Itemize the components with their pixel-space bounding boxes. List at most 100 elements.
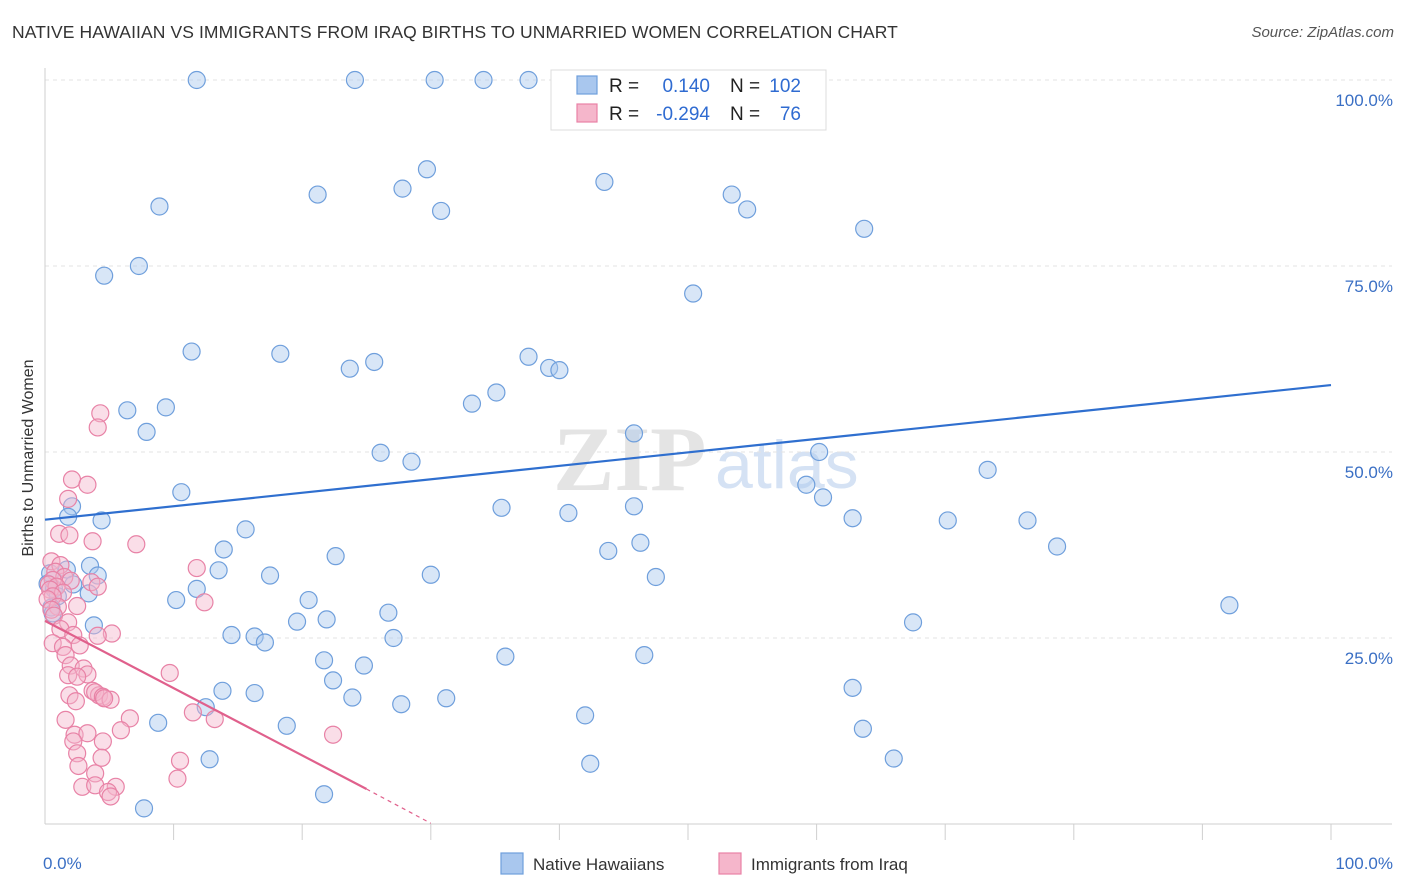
bottom-legend-label-native-hawaiians: Native Hawaiians [533,855,664,874]
native-hawaiian-point-76 [287,612,307,631]
iraq-immigrant-point-26 [68,596,87,616]
iraq-immigrant-point-22 [43,587,62,606]
native-hawaiian-point-14 [595,172,614,192]
native-hawaiian-point-51 [1018,511,1037,530]
native-hawaiian-point-22 [182,342,201,361]
native-hawaiian-point-21 [684,284,703,303]
iraq-immigrant-point-60 [93,732,112,751]
iraq-immigrant-point-67 [168,769,187,788]
native-hawaiian-point-89 [323,671,343,690]
iraq-immigrant-point-57 [78,724,97,743]
iraq-immigrant-point-23 [38,590,57,609]
native-hawaiian-point-33 [487,383,506,402]
iraq-immigrant-point-61 [323,725,343,744]
iraq-immigrant-point-33 [88,626,107,645]
native-hawaiian-point-93 [392,695,411,714]
iraq-immigrant-point-51 [95,689,114,708]
native-hawaiian-point-2 [425,70,444,90]
native-hawaiian-point-31 [137,422,156,442]
chart-source: Source: ZipAtlas.com [1251,24,1394,41]
iraq-immigrant-point-65 [69,756,88,776]
native-hawaiian-point-30 [118,401,137,420]
bottom-legend-swatch-blue [500,852,524,875]
iraq-immigrant-point-55 [56,710,75,729]
native-hawaiian-point-60 [260,566,280,585]
native-hawaiian-point-78 [379,603,398,622]
native-hawaiian-point-32 [462,394,482,413]
gridlines [45,79,1392,639]
native-hawaiian-point-82 [255,633,275,652]
y-tick-label-100: 100.0% [1335,91,1393,110]
native-hawaiian-point-83 [314,651,334,670]
native-hawaiian-point-55 [326,547,345,566]
native-hawaiian-point-67 [299,590,318,610]
iraq-immigrant-point-32 [102,624,121,643]
iraq-immigrant-point-40 [160,663,179,683]
bottom-legend-label-immigrants-from-iraq: Immigrants from Iraq [751,855,908,874]
iraq-immigrant-point-6 [60,526,79,545]
iraq-immigrant-point-72 [101,787,120,806]
iraq-immigrant-point-1 [88,418,107,437]
native-hawaiian-point-11 [393,179,412,198]
native-hawaiian-point-88 [903,613,923,632]
native-hawaiian-point-45 [236,520,255,539]
native-hawaiian-point-84 [354,656,374,675]
native-hawaiian-point-66 [167,590,186,610]
native-hawaiian-point-1 [345,70,365,90]
native-hawaiian-point-100 [853,719,872,738]
series-immigrants-from-iraq [38,404,343,806]
native-hawaiian-point-29 [156,398,175,417]
native-hawaiian-point-61 [421,565,440,584]
native-hawaiian-point-28 [550,361,569,380]
native-hawaiian-point-34 [624,424,644,443]
native-hawaiian-point-77 [317,610,336,629]
native-hawaiian-point-62 [599,541,618,561]
native-hawaiian-point-26 [519,347,538,366]
legend-r-value-blue: 0.140 [662,76,710,97]
iraq-immigrant-point-52 [183,703,202,722]
native-hawaiian-point-35 [371,443,390,462]
native-hawaiian-point-53 [1220,596,1239,615]
native-hawaiian-point-41 [172,483,191,502]
native-hawaiian-point-80 [222,625,241,645]
legend-n-value-blue: 102 [769,76,801,97]
y-tick-labels: 25.0% 50.0% 75.0% 100.0% [1335,91,1393,668]
native-hawaiian-point-99 [576,706,595,725]
native-hawaiian-point-103 [884,749,903,768]
iraq-immigrant-point-7 [83,532,102,551]
native-hawaiian-point-81 [245,627,264,646]
native-hawaiian-point-20 [95,266,114,285]
iraq-immigrant-point-64 [170,751,190,770]
native-hawaiian-point-92 [343,688,362,707]
native-hawaiian-point-87 [635,646,654,665]
iraq-immigrant-point-50 [101,690,120,709]
trend-line-immigrants-from-iraq-extension [366,788,432,824]
iraq-immigrant-point-37 [56,646,75,665]
iraq-immigrant-point-9 [42,552,61,571]
native-hawaiian-point-63 [631,533,650,552]
legend-r-label-pink: R = [609,104,639,125]
legend-n-label-blue: N = [730,76,760,97]
native-hawaiian-point-17 [855,219,874,238]
iraq-immigrant-point-21 [53,583,73,602]
native-hawaiian-point-95 [843,678,862,697]
native-hawaiian-point-36 [402,452,421,471]
iraq-immigrant-point-43 [68,667,87,686]
y-tick-label-75: 75.0% [1345,277,1393,296]
native-hawaiian-point-10 [308,185,327,204]
native-hawaiian-point-38 [797,475,816,494]
x-tick-labels: 0.0% 100.0% [43,854,1393,873]
native-hawaiian-point-4 [519,70,538,90]
native-hawaiian-point-97 [149,713,168,732]
iraq-immigrant-point-24 [195,593,214,612]
native-hawaiian-point-52 [1047,537,1067,556]
native-hawaiian-point-59 [209,561,228,580]
native-hawaiian-point-46 [492,498,511,517]
y-axis-label: Births to Unmarried Women [20,359,37,556]
native-hawaiian-point-101 [200,750,219,769]
iraq-immigrant-point-45 [66,692,85,711]
series-legend: Native Hawaiians Immigrants from Iraq [500,852,908,875]
native-hawaiian-point-23 [271,344,290,363]
legend-r-label-blue: R = [609,76,639,97]
